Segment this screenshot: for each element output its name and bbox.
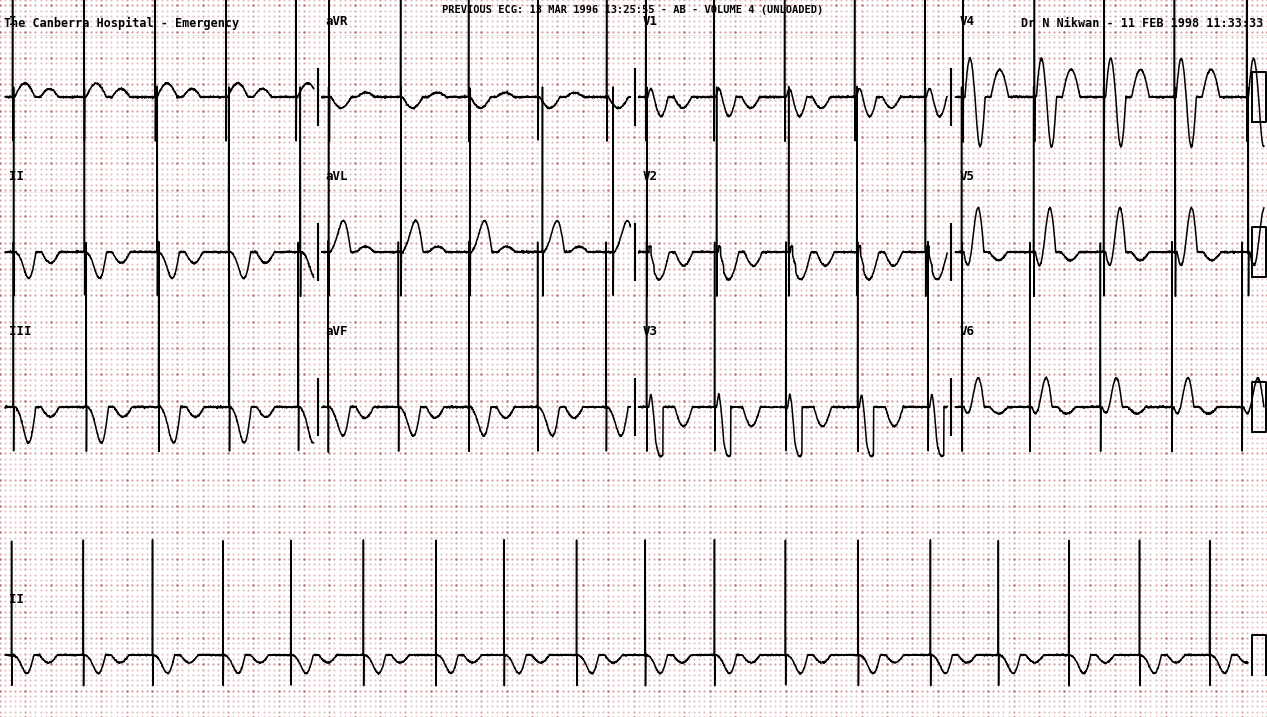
Text: aVF: aVF [326,325,348,338]
Text: II: II [9,170,24,183]
Text: V6: V6 [959,325,974,338]
Text: PREVIOUS ECG: 13 MAR 1996 13:25:55 - AB - VOLUME 4 (UNLOADED): PREVIOUS ECG: 13 MAR 1996 13:25:55 - AB … [442,5,824,15]
Text: V2: V2 [642,170,658,183]
Text: V3: V3 [642,325,658,338]
Text: I: I [9,15,16,28]
Text: aVR: aVR [326,15,348,28]
Text: V1: V1 [642,15,658,28]
Text: aVL: aVL [326,170,348,183]
Text: The Canberra Hospital - Emergency: The Canberra Hospital - Emergency [4,17,239,30]
Text: II: II [9,593,24,606]
Text: V5: V5 [959,170,974,183]
Text: Dr N Nikwan - 11 FEB 1998 11:33:33: Dr N Nikwan - 11 FEB 1998 11:33:33 [1021,17,1263,30]
Text: V4: V4 [959,15,974,28]
Text: III: III [9,325,32,338]
